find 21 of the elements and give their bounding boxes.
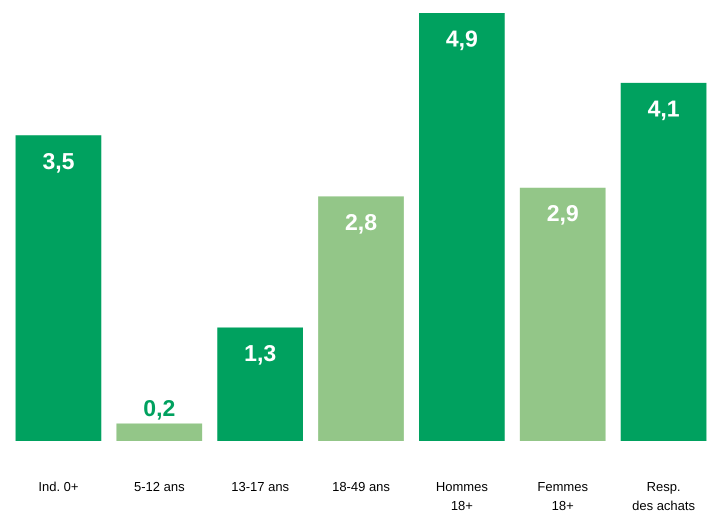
data-label: 3,5 [42, 148, 75, 174]
x-tick-label: 18-49 ans [332, 479, 390, 494]
bar [217, 327, 304, 441]
bar [116, 424, 202, 441]
data-label: 2,9 [546, 200, 579, 226]
x-tick-label: 5-12 ans [134, 479, 186, 494]
data-label: 1,3 [244, 340, 276, 366]
data-label: 4,9 [446, 26, 478, 52]
bar [418, 13, 505, 441]
bar [620, 82, 706, 441]
bar [520, 188, 606, 441]
data-label: 0,2 [143, 395, 176, 422]
bar [318, 196, 404, 441]
x-tick-label: Femmes 18+ [537, 479, 588, 513]
x-tick-label: Resp. des achats [632, 479, 696, 513]
x-tick-label: Ind. 0+ [38, 479, 78, 494]
x-tick-label: 13-17 ans [231, 479, 290, 494]
x-tick-label: Hommes 18+ [436, 479, 488, 513]
data-label: 2,8 [345, 208, 378, 235]
bar [16, 135, 102, 441]
data-label: 4,1 [648, 95, 680, 122]
